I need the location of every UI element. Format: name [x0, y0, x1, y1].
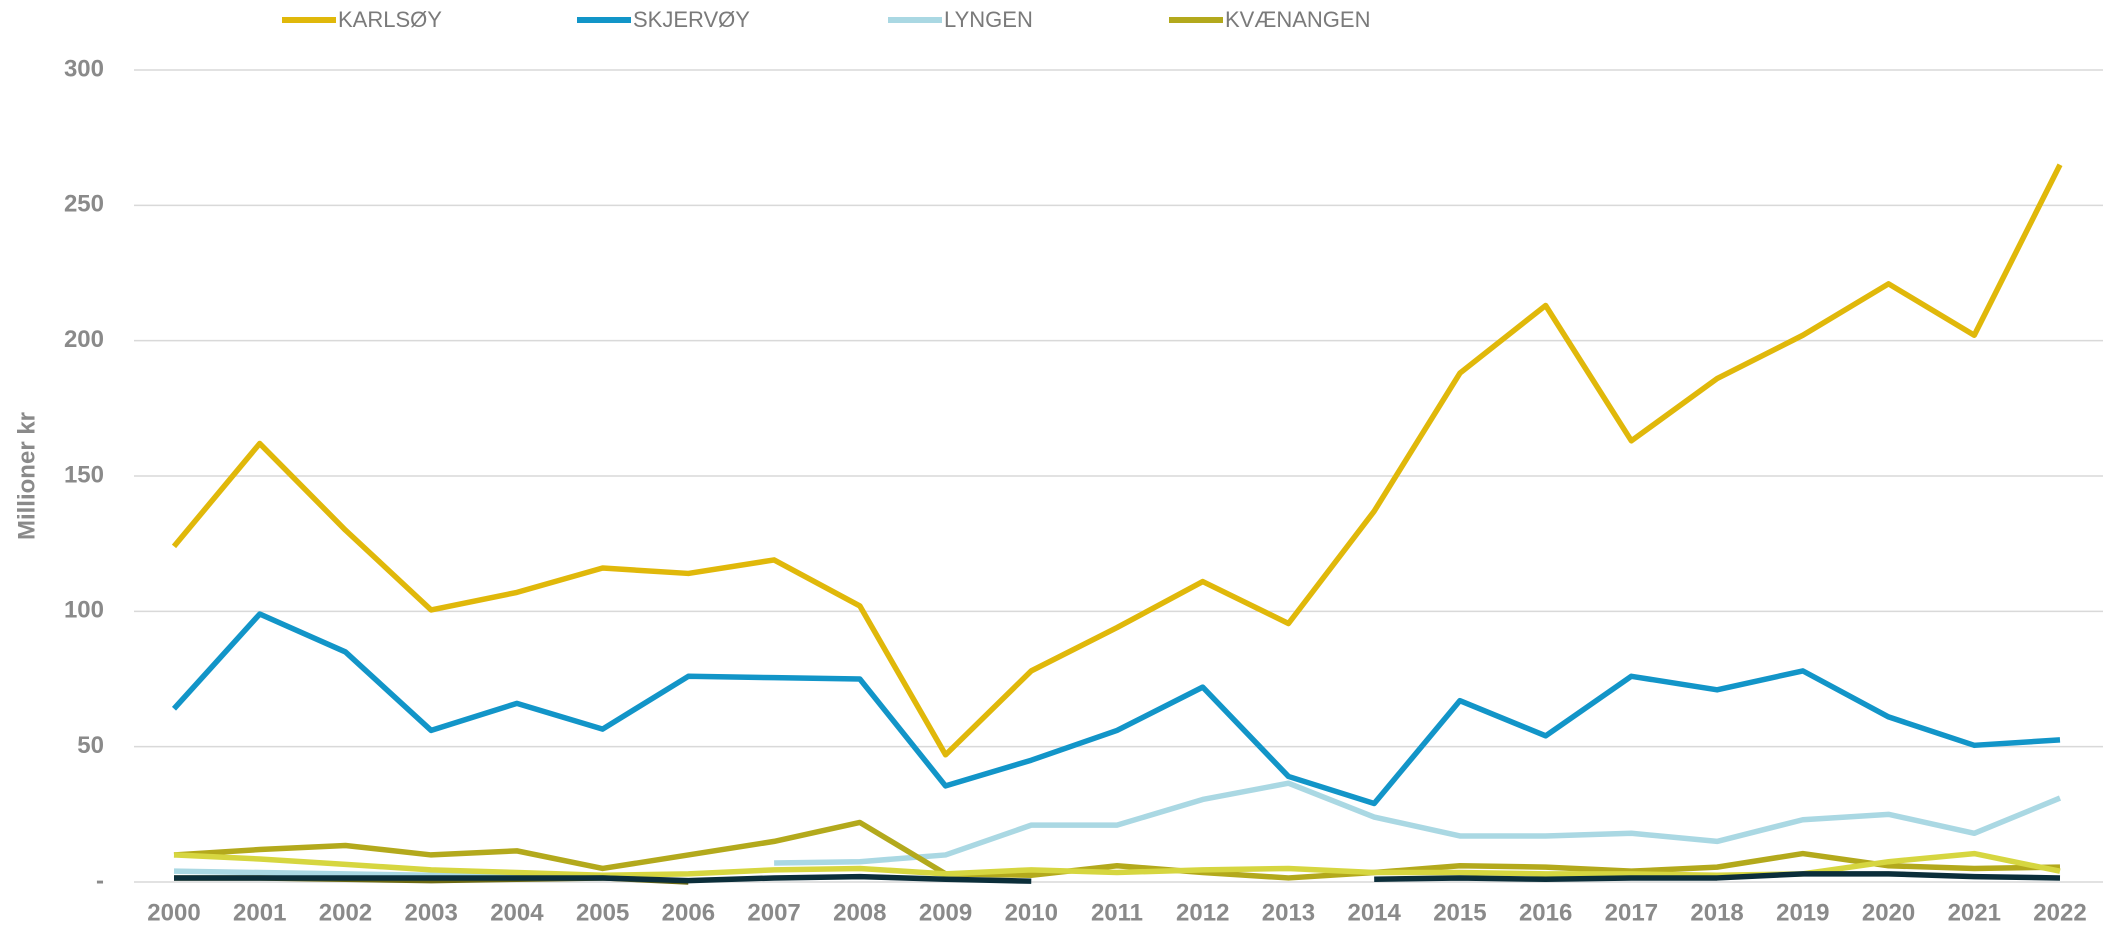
series-line — [171, 611, 2061, 807]
y-tick-label: - — [96, 867, 104, 894]
y-tick-label: 200 — [64, 326, 104, 353]
x-tick-label: 2021 — [1948, 899, 2001, 926]
x-tick-label: 2022 — [2033, 899, 2086, 926]
y-tick-label: 250 — [64, 191, 104, 218]
x-tick-label: 2008 — [833, 899, 886, 926]
x-tick-label: 2019 — [1776, 899, 1829, 926]
series-line — [173, 819, 2061, 881]
x-tick-label: 2017 — [1605, 899, 1658, 926]
series-line — [174, 871, 2061, 884]
y-tick-label: 50 — [77, 732, 104, 759]
x-tick-label: 2003 — [404, 899, 457, 926]
x-tick-label: 2020 — [1862, 899, 1915, 926]
x-tick-label: 2002 — [319, 899, 372, 926]
legend-label: LYNGEN — [944, 7, 1033, 32]
x-tick-label: 2005 — [576, 899, 629, 926]
y-tick-label: 150 — [64, 461, 104, 488]
x-tick-label: 2013 — [1262, 899, 1315, 926]
legend-label: SKJERVØY — [633, 7, 750, 32]
x-tick-label: 2018 — [1690, 899, 1743, 926]
x-tick-label: 2012 — [1176, 899, 1229, 926]
x-tick-label: 2014 — [1347, 899, 1401, 926]
y-axis-label: Millioner kr — [13, 412, 40, 540]
x-tick-label: 2004 — [490, 899, 544, 926]
legend-label: KARLSØY — [338, 7, 442, 32]
x-tick-label: 2011 — [1091, 899, 1143, 926]
y-tick-label: 300 — [64, 55, 104, 82]
series-line — [171, 163, 2063, 758]
x-tick-label: 2001 — [233, 899, 286, 926]
x-tick-label: 2006 — [662, 899, 715, 926]
x-tick-label: 2000 — [147, 899, 200, 926]
x-tick-label: 2009 — [919, 899, 972, 926]
y-tick-label: 100 — [64, 597, 104, 624]
x-tick-label: 2007 — [747, 899, 800, 926]
legend-label: KVÆNANGEN — [1225, 7, 1370, 32]
x-tick-label: 2016 — [1519, 899, 1572, 926]
x-tick-label: 2015 — [1433, 899, 1486, 926]
x-tick-label: 2010 — [1005, 899, 1058, 926]
